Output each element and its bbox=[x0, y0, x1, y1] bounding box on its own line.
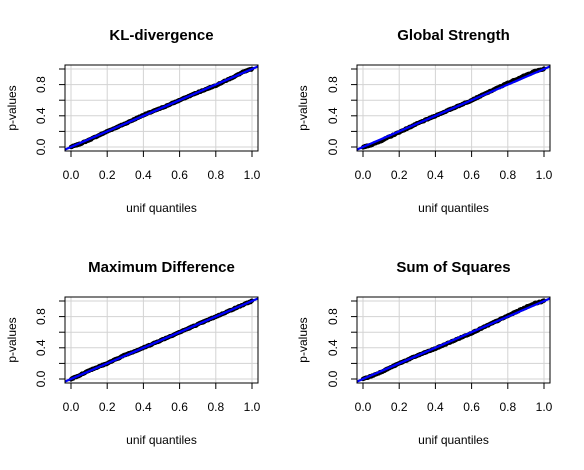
panel-1: 0.0 0.2 0.4 0.6 0.8 1.0 0.0 0.4 0.8 KL-divergence… bbox=[5, 27, 261, 215]
x-tick-label: 0.0 bbox=[355, 168, 372, 182]
x-tick-label: 0.6 bbox=[171, 400, 188, 414]
x-tick-label: 1.0 bbox=[536, 168, 553, 182]
x-tick-label: 1.0 bbox=[244, 400, 261, 414]
x-tick-label: 0.2 bbox=[391, 168, 408, 182]
x-axis-label: unif quantiles bbox=[418, 201, 489, 215]
y-tick-label: 0.0 bbox=[34, 138, 48, 155]
panel-2: 0.0 0.2 0.4 0.6 0.8 1.0 0.0 0.4 0.8 Global Streng… bbox=[296, 27, 553, 215]
x-tick-label: 0.8 bbox=[207, 400, 224, 414]
chart-title: Global Strength bbox=[397, 27, 510, 44]
grid-lines bbox=[65, 65, 258, 151]
x-tick-label: 0.0 bbox=[355, 400, 372, 414]
x-axis-label: unif quantiles bbox=[126, 433, 197, 447]
x-tick-label: 0.4 bbox=[427, 168, 444, 182]
grid-lines bbox=[357, 65, 550, 151]
y-tick-label: 0.4 bbox=[326, 339, 340, 356]
plot-box bbox=[64, 296, 259, 384]
x-tick-label: 0.2 bbox=[99, 168, 116, 182]
y-tick-label: 0.8 bbox=[326, 308, 340, 325]
x-axis-label: unif quantiles bbox=[418, 433, 489, 447]
x-tick-label: 0.0 bbox=[63, 168, 80, 182]
reference-line bbox=[65, 297, 258, 383]
y-tick-label: 0.4 bbox=[34, 107, 48, 124]
x-tick-label: 0.4 bbox=[135, 168, 152, 182]
x-tick-label: 0.6 bbox=[171, 168, 188, 182]
y-axis-label: p-values bbox=[296, 85, 310, 130]
x-tick-label: 1.0 bbox=[536, 400, 553, 414]
chart-title: Maximum Difference bbox=[88, 259, 235, 276]
y-tick-label: 0.0 bbox=[34, 370, 48, 387]
y-tick-label: 0.8 bbox=[326, 76, 340, 93]
x-tick-label: 0.8 bbox=[499, 168, 516, 182]
x-tick-label: 0.8 bbox=[207, 168, 224, 182]
x-tick-label: 0.2 bbox=[391, 400, 408, 414]
plot-box bbox=[356, 64, 551, 152]
y-tick-label: 0.4 bbox=[326, 107, 340, 124]
panel-3: 0.0 0.2 0.4 0.6 0.8 1.0 0.0 0.4 0.8 Maximum Diffe… bbox=[5, 259, 261, 447]
x-tick-label: 0.4 bbox=[427, 400, 444, 414]
chart-title: Sum of Squares bbox=[396, 259, 510, 276]
grid-lines bbox=[65, 297, 258, 383]
y-axis-label: p-values bbox=[5, 85, 19, 130]
x-tick-label: 1.0 bbox=[244, 168, 261, 182]
x-tick-label: 0.8 bbox=[499, 400, 516, 414]
y-axis-label: p-values bbox=[5, 317, 19, 362]
x-tick-label: 0.4 bbox=[135, 400, 152, 414]
y-tick-label: 0.0 bbox=[326, 138, 340, 155]
plot-box bbox=[356, 296, 551, 384]
x-tick-label: 0.6 bbox=[463, 168, 480, 182]
grid-lines bbox=[357, 297, 550, 383]
chart-title: KL-divergence bbox=[109, 27, 213, 44]
y-tick-label: 0.4 bbox=[34, 339, 48, 356]
x-tick-label: 0.0 bbox=[63, 400, 80, 414]
panel-4: 0.0 0.2 0.4 0.6 0.8 1.0 0.0 0.4 0.8 Sum of Square… bbox=[296, 259, 553, 447]
x-axis-label: unif quantiles bbox=[126, 201, 197, 215]
x-tick-label: 0.2 bbox=[99, 400, 116, 414]
reference-line bbox=[357, 297, 550, 383]
y-tick-label: 0.0 bbox=[326, 370, 340, 387]
y-axis-label: p-values bbox=[296, 317, 310, 362]
y-tick-label: 0.8 bbox=[34, 76, 48, 93]
x-tick-label: 0.6 bbox=[463, 400, 480, 414]
reference-line bbox=[357, 65, 550, 151]
y-tick-label: 0.8 bbox=[34, 308, 48, 325]
plot-box bbox=[64, 64, 259, 152]
reference-line bbox=[65, 65, 258, 151]
